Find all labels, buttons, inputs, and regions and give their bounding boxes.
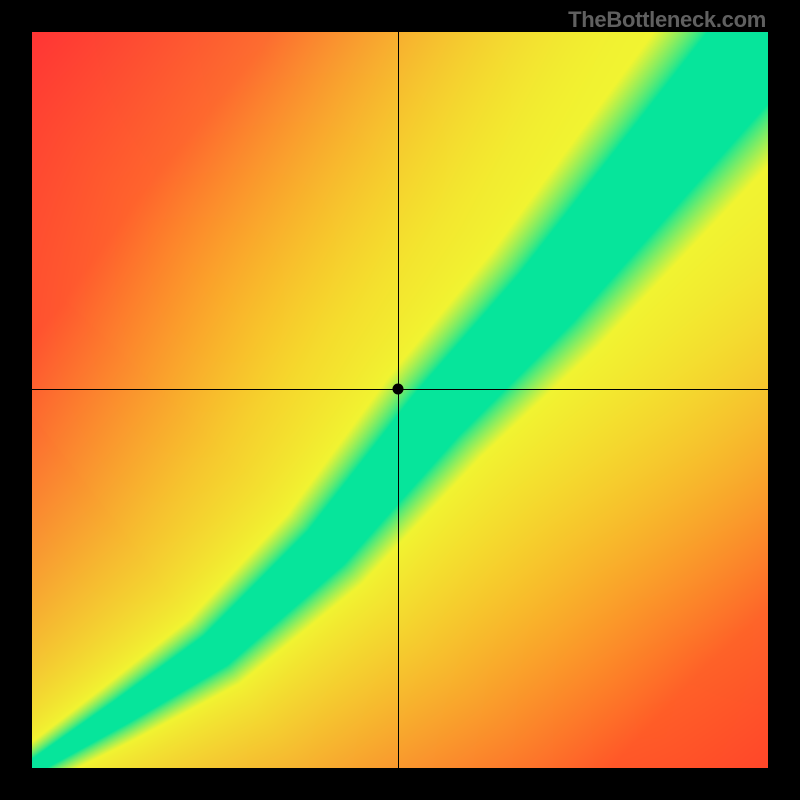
plot-area bbox=[32, 32, 768, 768]
chart-container: TheBottleneck.com bbox=[0, 0, 800, 800]
crosshair-marker-dot bbox=[392, 383, 403, 394]
watermark-text: TheBottleneck.com bbox=[568, 7, 766, 33]
bottleneck-heatmap bbox=[32, 32, 768, 768]
crosshair-vertical bbox=[398, 32, 399, 768]
